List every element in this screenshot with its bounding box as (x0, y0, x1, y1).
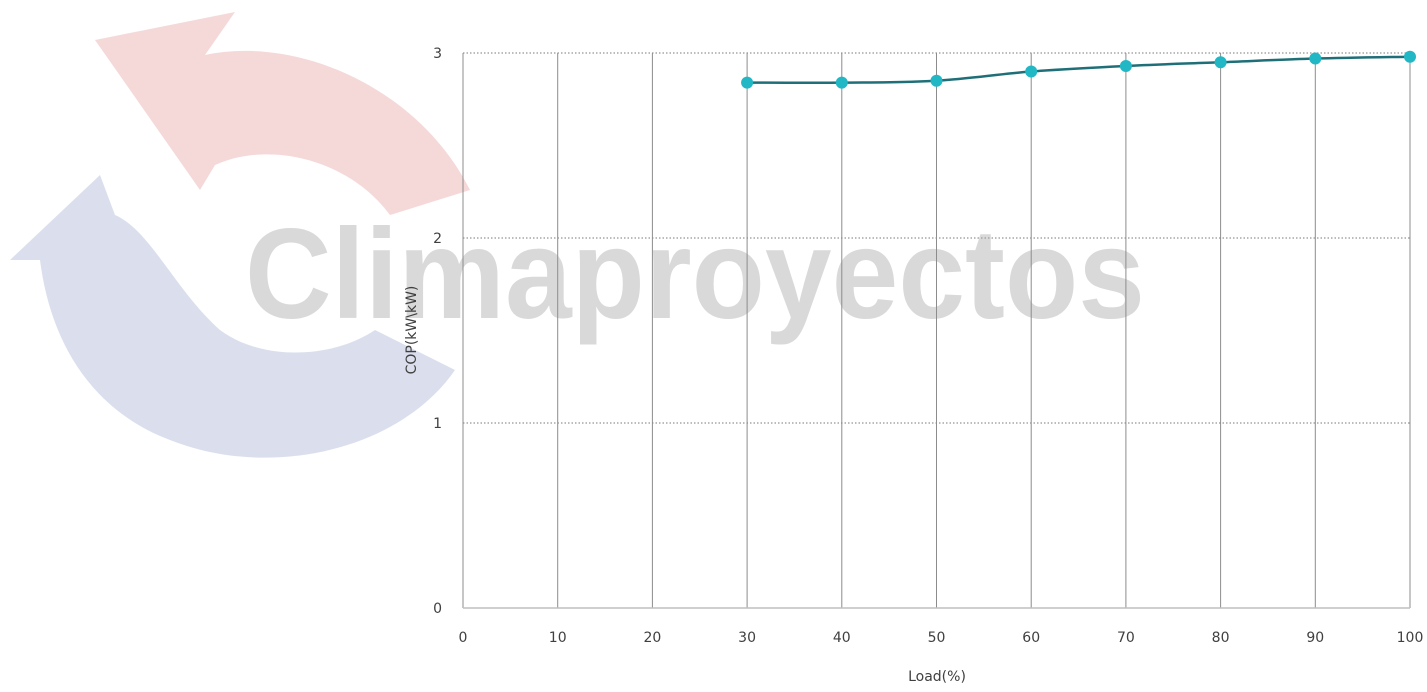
x-tick-label-30: 30 (738, 630, 756, 646)
x-tick-label-80: 80 (1212, 630, 1230, 646)
series-line-0 (747, 55, 1411, 84)
data-point-70 (1119, 59, 1132, 72)
x-axis-label: Load(%) (908, 669, 966, 685)
y-tick-label-1: 1 (433, 416, 442, 432)
data-point-30 (741, 76, 754, 89)
y-tick-label-0: 0 (433, 601, 442, 617)
x-tick-label-100: 100 (1397, 630, 1424, 646)
data-point-50 (930, 74, 943, 87)
data-point-60 (1025, 65, 1038, 78)
series-cop (741, 50, 1416, 89)
x-tick-label-50: 50 (928, 630, 946, 646)
y-tick-label-3: 3 (433, 46, 442, 62)
x-tick-label-20: 20 (643, 630, 661, 646)
x-tick-label-40: 40 (833, 630, 851, 646)
x-tick-label-60: 60 (1022, 630, 1040, 646)
watermark-text: Climaproyectos (245, 203, 1145, 346)
watermark-red-arrow (95, 12, 470, 215)
x-tick-label-70: 70 (1117, 630, 1135, 646)
grid (462, 52, 1411, 608)
x-tick-label-0: 0 (459, 630, 468, 646)
y-axis-label: COP(kW\kW) (404, 286, 420, 375)
data-point-80 (1214, 56, 1227, 69)
x-tick-labels: 0 10 20 30 40 50 60 70 80 90 100 (459, 630, 1424, 646)
y-tick-label-2: 2 (433, 231, 442, 247)
watermark-blue-arrow (10, 175, 455, 458)
x-tick-label-10: 10 (549, 630, 567, 646)
data-point-40 (835, 76, 848, 89)
y-tick-labels: 0 1 2 3 (433, 46, 442, 617)
watermark-logo: Climaproyectos (10, 12, 1145, 458)
data-point-100 (1404, 50, 1416, 63)
x-tick-label-90: 90 (1306, 630, 1324, 646)
data-point-90 (1309, 52, 1322, 65)
